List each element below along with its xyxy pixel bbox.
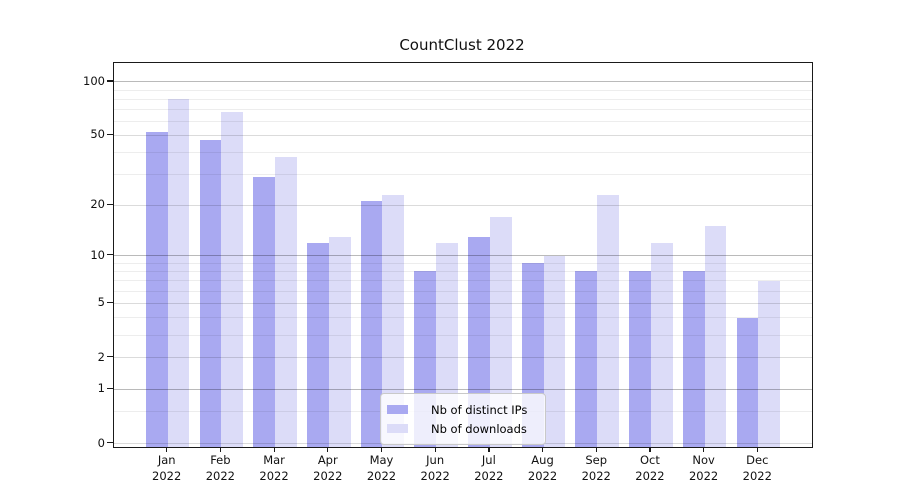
y-tick-label-0: 0 bbox=[97, 435, 105, 450]
x-tick-mark-may bbox=[380, 447, 383, 452]
legend-item-downloads: Nb of downloads bbox=[387, 419, 537, 438]
y-tick-mark-100 bbox=[107, 80, 113, 82]
y-tick-mark-50 bbox=[107, 133, 113, 136]
x-tick-mark-feb bbox=[219, 447, 222, 452]
bar-sep-distinct-ips bbox=[575, 271, 598, 447]
x-tick-mark-jun bbox=[434, 447, 436, 452]
x-tick-label-jun: Jun 2022 bbox=[420, 453, 450, 483]
bar-feb-downloads bbox=[221, 111, 244, 447]
y-tick-mark-10 bbox=[107, 254, 113, 256]
bar-oct-downloads bbox=[650, 242, 673, 447]
chart-title: CountClust 2022 bbox=[399, 36, 525, 54]
bar-jan-downloads bbox=[167, 99, 190, 447]
y-tick-mark-1 bbox=[107, 387, 113, 390]
x-tick-label-sep: Sep 2022 bbox=[581, 453, 611, 483]
bar-jul-downloads bbox=[489, 217, 512, 447]
bar-dec-distinct-ips bbox=[736, 317, 759, 447]
x-tick-label-nov: Nov 2022 bbox=[688, 453, 719, 483]
y-tick-label-2: 2 bbox=[97, 349, 105, 364]
x-tick-mark-jul bbox=[488, 447, 490, 452]
x-tick-label-feb: Feb 2022 bbox=[205, 453, 236, 483]
legend-label-downloads: Nb of downloads bbox=[431, 421, 527, 436]
x-tick-mark-apr bbox=[327, 447, 329, 452]
x-tick-mark-jan bbox=[166, 447, 168, 452]
bar-may-downloads bbox=[382, 194, 405, 447]
bar-oct-distinct-ips bbox=[629, 271, 651, 447]
bar-nov-distinct-ips bbox=[682, 271, 705, 447]
bar-jan-distinct-ips bbox=[145, 132, 168, 447]
y-tick-label-5: 5 bbox=[97, 295, 105, 310]
x-tick-label-apr: Apr 2022 bbox=[313, 453, 343, 483]
x-tick-mark-sep bbox=[595, 447, 597, 452]
x-tick-label-aug: Aug 2022 bbox=[527, 453, 558, 483]
plot-area: Nb of distinct IPs Nb of downloads bbox=[113, 62, 813, 448]
y-tick-mark-0 bbox=[107, 442, 113, 444]
bar-aug-downloads bbox=[543, 255, 566, 447]
x-tick-label-jul: Jul 2022 bbox=[474, 453, 504, 483]
y-tick-label-10: 10 bbox=[90, 247, 105, 262]
bar-mar-downloads bbox=[275, 156, 297, 447]
bar-may-distinct-ips bbox=[360, 201, 383, 447]
x-tick-label-dec: Dec 2022 bbox=[742, 453, 772, 483]
bar-sep-downloads bbox=[597, 194, 620, 447]
bar-mar-distinct-ips bbox=[253, 177, 276, 447]
x-tick-mark-nov bbox=[703, 447, 705, 452]
x-tick-label-may: May 2022 bbox=[366, 453, 397, 483]
bar-apr-downloads bbox=[328, 236, 351, 447]
y-tick-mark-20 bbox=[107, 203, 113, 205]
legend-swatch-distinct-ips bbox=[387, 405, 408, 414]
x-tick-label-jan: Jan 2022 bbox=[152, 453, 182, 483]
x-tick-mark-dec bbox=[756, 447, 758, 452]
legend: Nb of distinct IPs Nb of downloads bbox=[380, 393, 546, 445]
y-tick-label-1: 1 bbox=[97, 381, 105, 396]
x-tick-label-oct: Oct 2022 bbox=[635, 453, 665, 483]
y-tick-label-50: 50 bbox=[90, 127, 105, 142]
y-tick-label-20: 20 bbox=[90, 197, 105, 211]
bar-apr-distinct-ips bbox=[306, 242, 329, 447]
y-tick-mark-5 bbox=[107, 301, 113, 303]
bar-feb-distinct-ips bbox=[199, 140, 222, 447]
legend-label-distinct-ips: Nb of distinct IPs bbox=[431, 402, 528, 417]
legend-item-distinct-ips: Nb of distinct IPs bbox=[387, 400, 537, 419]
y-tick-label-100: 100 bbox=[83, 73, 105, 88]
bar-dec-downloads bbox=[758, 280, 781, 447]
bar-nov-downloads bbox=[704, 226, 727, 447]
x-tick-mark-mar bbox=[273, 447, 275, 452]
legend-swatch-downloads bbox=[387, 424, 408, 433]
x-tick-mark-oct bbox=[649, 447, 651, 452]
x-tick-mark-aug bbox=[542, 447, 544, 452]
bars-layer bbox=[114, 63, 812, 447]
y-tick-mark-2 bbox=[107, 356, 113, 358]
x-tick-label-mar: Mar 2022 bbox=[259, 453, 289, 483]
